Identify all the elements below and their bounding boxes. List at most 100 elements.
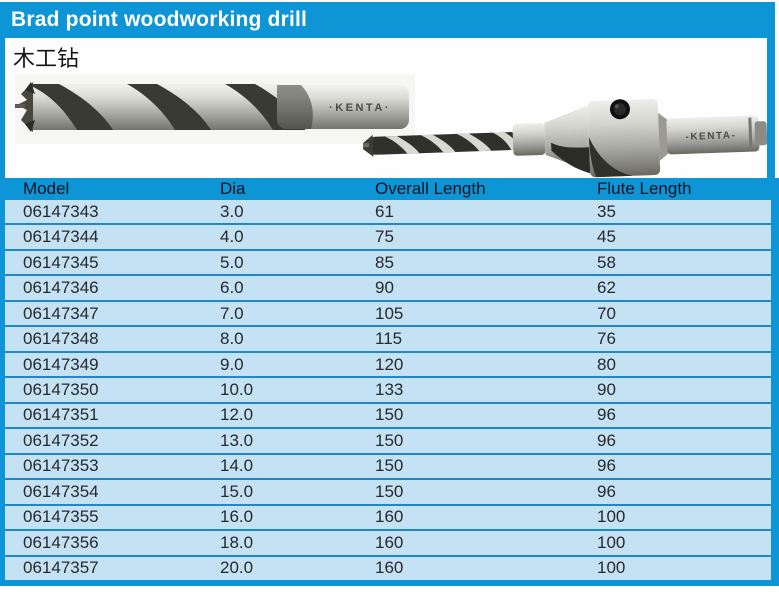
table-cell: 4.0 — [220, 227, 244, 247]
title-bar: Brad point woodworking drill — [0, 2, 775, 38]
flute-runout-shadow — [277, 85, 313, 129]
table-cell: 06147351 — [23, 405, 99, 425]
brand-engraving-left: ·KENTA· — [329, 102, 391, 114]
table-cell: 105 — [375, 303, 404, 323]
table-cell: 20.0 — [220, 558, 254, 578]
table-cell: 16.0 — [220, 507, 254, 527]
table-cell: 85 — [375, 252, 394, 272]
table-cell: 18.0 — [220, 532, 254, 552]
table-row: 06147353 14.0 150 96 — [5, 452, 771, 479]
table-cell: 115 — [375, 329, 403, 349]
table-cell: 06147346 — [23, 278, 99, 298]
table-cell: 06147344 — [23, 227, 99, 247]
table-cell: 45 — [597, 227, 616, 247]
brand-engraving-right: -KENTA- — [685, 130, 736, 143]
table-row: 06147356 18.0 160 100 — [5, 529, 771, 555]
table-cell: 90 — [597, 380, 616, 400]
table-row: 06147344 4.0 75 45 — [5, 223, 771, 249]
table-row: 06147345 5.0 85 58 — [5, 248, 771, 275]
table-cell: 160 — [375, 507, 404, 527]
table-row: 06147348 8.0 115 76 — [5, 325, 771, 351]
table-cell: 70 — [597, 303, 616, 323]
table-cell: 150 — [375, 456, 404, 476]
shank-ring — [748, 117, 753, 150]
table-body: 06147343 3.0 61 35 06147344 4.0 75 45 06147345 5.… — [5, 200, 771, 581]
table-cell: 150 — [375, 430, 404, 450]
countersink-flute-cut — [551, 142, 591, 174]
table-cell: 80 — [597, 354, 616, 374]
table-cell: 06147345 — [23, 252, 99, 272]
table-cell: 06147347 — [23, 303, 99, 323]
table-cell: 96 — [597, 481, 616, 501]
table-cell: 160 — [375, 558, 404, 578]
column-header: Model — [23, 179, 70, 198]
table-cell: 06147353 — [23, 456, 99, 476]
drill-photo-left: ·KENTA· — [15, 74, 415, 144]
table-row: 06147347 7.0 105 70 — [5, 299, 771, 326]
column-header: Overall Length — [375, 179, 486, 198]
table-row: 06147352 13.0 150 96 — [5, 427, 771, 453]
table-cell: 5.0 — [220, 252, 244, 272]
table-cell: 06147343 — [23, 201, 99, 221]
table-cell: 100 — [597, 532, 626, 552]
table-cell: 06147350 — [23, 380, 99, 400]
table-cell: 150 — [375, 405, 404, 425]
table-cell: 8.0 — [220, 329, 244, 349]
table-cell: 58 — [597, 252, 616, 272]
table-cell: 160 — [375, 532, 404, 552]
table-cell: 96 — [597, 405, 616, 425]
table-cell: 14.0 — [220, 456, 254, 476]
table-cell: 06147348 — [23, 329, 99, 349]
table-cell: 133 — [375, 380, 404, 400]
table-cell: 35 — [597, 201, 616, 221]
table-cell: 100 — [597, 558, 626, 578]
set-screw — [609, 99, 630, 120]
table-cell: 10.0 — [220, 380, 254, 400]
table-cell: 06147354 — [23, 481, 99, 501]
table-cell: 06147349 — [23, 354, 99, 374]
countersink-body — [587, 99, 661, 178]
table-row: 06147357 20.0 160 100 — [5, 554, 771, 581]
table-cell: 06147356 — [23, 532, 99, 552]
table-cell: 15.0 — [220, 481, 254, 501]
table-cell: 06147352 — [23, 430, 99, 450]
subtitle-chinese: 木工钻 — [13, 46, 80, 71]
table-cell: 7.0 — [220, 303, 244, 323]
table-cell: 06147355 — [23, 507, 99, 527]
table-cell: 13.0 — [220, 430, 254, 450]
table-cell: 150 — [375, 481, 404, 501]
table-cell: 9.0 — [220, 354, 244, 374]
table-cell: 12.0 — [220, 405, 254, 425]
page-title: Brad point woodworking drill — [11, 8, 308, 31]
table-row: 06147355 16.0 160 100 — [5, 503, 771, 530]
shank-end-nub — [754, 121, 768, 146]
content-frame: 木工钻 — [0, 38, 775, 178]
table-cell: 61 — [375, 201, 394, 221]
table-cell: 76 — [597, 329, 616, 349]
table-row: 06147346 6.0 90 62 — [5, 274, 771, 300]
attachment-shank — [666, 115, 760, 155]
column-header: Dia — [220, 179, 246, 198]
drill-tip — [15, 82, 35, 132]
table-row: 06147354 15.0 150 96 — [5, 478, 771, 504]
pilot-drill-bit — [363, 132, 518, 157]
table-row: 06147351 12.0 150 96 — [5, 401, 771, 428]
table-header-row: Model Dia Overall Length Flute Length — [5, 178, 771, 200]
table-cell: 90 — [375, 278, 394, 298]
table-row: 06147343 3.0 61 35 — [5, 200, 771, 224]
table-row: 06147350 10.0 133 90 — [5, 376, 771, 402]
table-cell: 3.0 — [220, 201, 244, 221]
table-cell: 120 — [375, 354, 404, 374]
table-cell: 100 — [597, 507, 626, 527]
column-header: Flute Length — [597, 179, 692, 198]
spec-table: Model Dia Overall Length Flute Length 06147… — [0, 178, 779, 586]
countersink-collar — [512, 122, 546, 156]
table-cell: 62 — [597, 278, 616, 298]
table-cell: 96 — [597, 456, 616, 476]
table-cell: 06147357 — [23, 558, 99, 578]
table-cell: 96 — [597, 430, 616, 450]
table-cell: 6.0 — [220, 278, 244, 298]
drill-photo-right: -KENTA- — [363, 99, 768, 178]
body-flute-shadow — [588, 137, 633, 178]
